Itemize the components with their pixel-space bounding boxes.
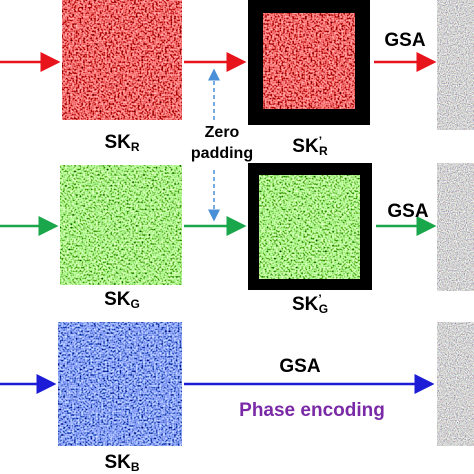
key-main: SK	[104, 132, 131, 153]
key-image-green	[60, 165, 182, 285]
key-image-red	[62, 0, 182, 120]
phase-encoding-label: Phase encoding	[239, 400, 385, 421]
padded-key-label: SK’ R	[292, 134, 328, 158]
key-main: SK	[292, 294, 319, 315]
key-main: SK	[104, 452, 131, 473]
key-prime: ’	[318, 292, 321, 306]
key-prime: ’	[319, 134, 322, 148]
key-label: SKR	[104, 132, 139, 154]
zero-padding-label: padding	[191, 145, 253, 162]
key-label: SKG	[104, 289, 140, 311]
padded-key-label: SK’ G	[292, 292, 328, 316]
gsa-label: GSA	[384, 30, 425, 51]
output-image	[437, 0, 474, 130]
key-label: SKB	[104, 452, 139, 474]
key-sub: R	[131, 140, 140, 154]
output-image	[437, 322, 474, 446]
zero-padding-label: Zero	[205, 124, 240, 141]
gsa-label: GSA	[279, 356, 320, 377]
key-sub: B	[131, 460, 140, 474]
padded-key-red	[263, 13, 355, 109]
output-image	[437, 163, 474, 291]
key-sub: G	[131, 297, 140, 311]
key-main: SK	[292, 136, 319, 157]
key-sub: R	[319, 144, 328, 158]
key-sub: G	[319, 302, 328, 316]
gsa-label: GSA	[387, 201, 428, 222]
key-main: SK	[104, 289, 131, 310]
padded-key-green	[259, 175, 360, 279]
key-image-blue	[58, 322, 182, 446]
